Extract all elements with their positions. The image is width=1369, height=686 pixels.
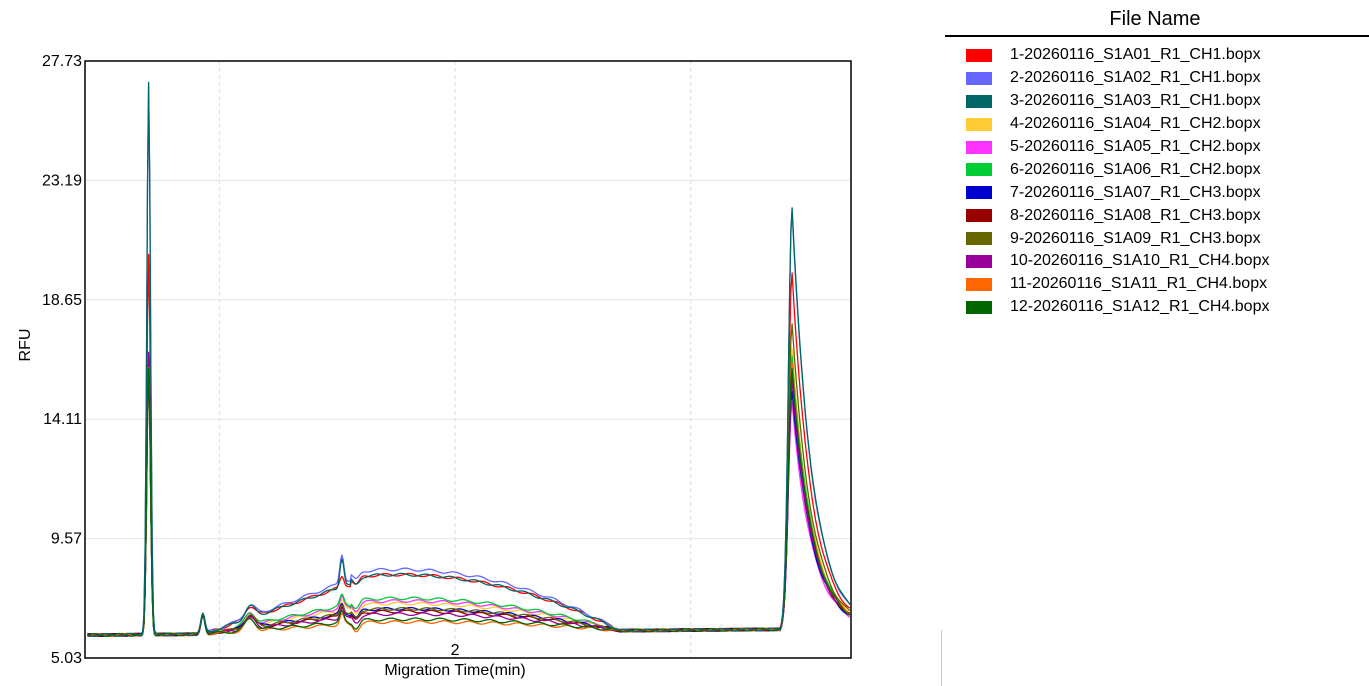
legend-swatch [966,71,992,85]
legend-swatch [966,254,992,268]
legend: File Name 1-20260116_S1A01_R1_CH1.bopx 2-… [941,0,1369,686]
legend-item[interactable]: 10-20260116_S1A10_R1_CH4.bopx [941,250,1269,273]
y-tick-label: 14.11 [43,411,82,428]
y-axis-title: RFU [17,329,34,362]
plot-frame [84,60,852,659]
legend-item[interactable]: 5-20260116_S1A05_R1_CH2.bopx [941,136,1269,159]
legend-swatch [966,277,992,291]
grid [85,60,851,658]
y-tick-label: 9.57 [51,531,82,548]
legend-header-rule [945,35,1369,37]
legend-item[interactable]: 7-20260116_S1A07_R1_CH3.bopx [941,181,1269,204]
legend-item[interactable]: 1-20260116_S1A01_R1_CH1.bopx [941,44,1269,67]
legend-item[interactable]: 2-20260116_S1A02_R1_CH1.bopx [941,67,1269,90]
legend-label: 2-20260116_S1A02_R1_CH1.bopx [1010,69,1261,87]
legend-label: 9-20260116_S1A09_R1_CH3.bopx [1010,229,1261,247]
y-tick-label: 5.03 [51,650,82,667]
legend-swatch [966,48,992,62]
x-axis-title: Migration Time(min) [384,662,525,679]
y-tick-label: 23.19 [42,172,82,189]
legend-item[interactable]: 3-20260116_S1A03_R1_CH1.bopx [941,90,1269,113]
legend-item[interactable]: 9-20260116_S1A09_R1_CH3.bopx [941,227,1269,250]
legend-label: 6-20260116_S1A06_R1_CH2.bopx [1010,160,1261,178]
x-tick-label: 2 [451,642,460,659]
legend-list: 1-20260116_S1A01_R1_CH1.bopx 2-20260116_S… [941,44,1269,319]
legend-item[interactable]: 8-20260116_S1A08_R1_CH3.bopx [941,204,1269,227]
y-tick-label: 18.65 [42,292,82,309]
y-tick-labels: 5.03 9.57 14.11 18.65 23.19 27.73 [42,53,82,667]
legend-swatch [966,117,992,131]
series-line [87,366,851,637]
series-line [87,361,851,638]
panel-divider [941,630,942,686]
series-line [87,355,851,637]
legend-title: File Name [1109,8,1201,30]
legend-label: 12-20260116_S1A12_R1_CH4.bopx [1010,298,1270,316]
series-layer [87,81,851,638]
legend-swatch [966,209,992,223]
series-line [87,85,851,638]
legend-item[interactable]: 4-20260116_S1A04_R1_CH2.bopx [941,113,1269,136]
x-tick-labels: 2 [451,642,460,659]
series-line [87,253,851,637]
legend-item[interactable]: 12-20260116_S1A12_R1_CH4.bopx [941,296,1269,319]
legend-label: 10-20260116_S1A10_R1_CH4.bopx [1010,252,1270,270]
legend-item[interactable]: 6-20260116_S1A06_R1_CH2.bopx [941,158,1269,181]
series-line [87,81,851,638]
series-line [87,367,851,637]
series-line [87,351,851,638]
legend-label: 11-20260116_S1A11_R1_CH4.bopx [1010,275,1268,293]
legend-swatch [966,163,992,177]
legend-swatch [966,94,992,108]
legend-swatch [966,232,992,246]
legend-label: 4-20260116_S1A04_R1_CH2.bopx [1010,115,1261,133]
legend-swatch [966,300,992,314]
legend-swatch [966,186,992,200]
legend-swatch [966,140,992,154]
legend-label: 1-20260116_S1A01_R1_CH1.bopx [1010,46,1261,64]
legend-label: 5-20260116_S1A05_R1_CH2.bopx [1010,138,1261,155]
series-line [87,358,851,637]
chart: 5.03 9.57 14.11 18.65 23.19 27.73 2 RFU Migra… [17,53,852,679]
legend-item[interactable]: 11-20260116_S1A11_R1_CH4.bopx [941,273,1269,296]
series-line [87,353,851,637]
series-line [87,348,851,638]
legend-label: 8-20260116_S1A08_R1_CH3.bopx [1010,206,1261,224]
series-line [87,323,851,638]
legend-label: 3-20260116_S1A03_R1_CH1.bopx [1010,92,1261,110]
y-tick-label: 27.73 [42,53,82,70]
legend-label: 7-20260116_S1A07_R1_CH3.bopx [1010,183,1261,201]
